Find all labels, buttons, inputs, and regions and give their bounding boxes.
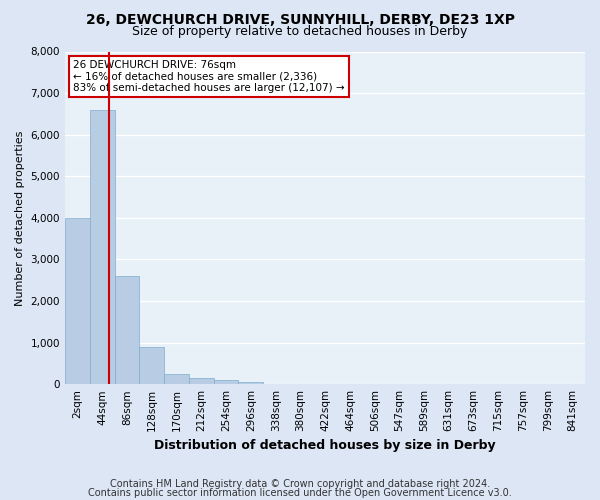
Bar: [65, 218, 90, 384]
Text: Size of property relative to detached houses in Derby: Size of property relative to detached ho…: [133, 25, 467, 38]
Bar: [90, 110, 115, 384]
Bar: [189, 378, 214, 384]
Text: 26 DEWCHURCH DRIVE: 76sqm
← 16% of detached houses are smaller (2,336)
83% of se: 26 DEWCHURCH DRIVE: 76sqm ← 16% of detac…: [73, 60, 344, 93]
Text: 26, DEWCHURCH DRIVE, SUNNYHILL, DERBY, DE23 1XP: 26, DEWCHURCH DRIVE, SUNNYHILL, DERBY, D…: [86, 12, 515, 26]
Bar: [139, 347, 164, 384]
Bar: [214, 380, 238, 384]
Text: Contains public sector information licensed under the Open Government Licence v3: Contains public sector information licen…: [88, 488, 512, 498]
Text: Contains HM Land Registry data © Crown copyright and database right 2024.: Contains HM Land Registry data © Crown c…: [110, 479, 490, 489]
Bar: [164, 374, 189, 384]
Bar: [115, 276, 139, 384]
X-axis label: Distribution of detached houses by size in Derby: Distribution of detached houses by size …: [154, 440, 496, 452]
Bar: [238, 382, 263, 384]
Y-axis label: Number of detached properties: Number of detached properties: [15, 130, 25, 306]
